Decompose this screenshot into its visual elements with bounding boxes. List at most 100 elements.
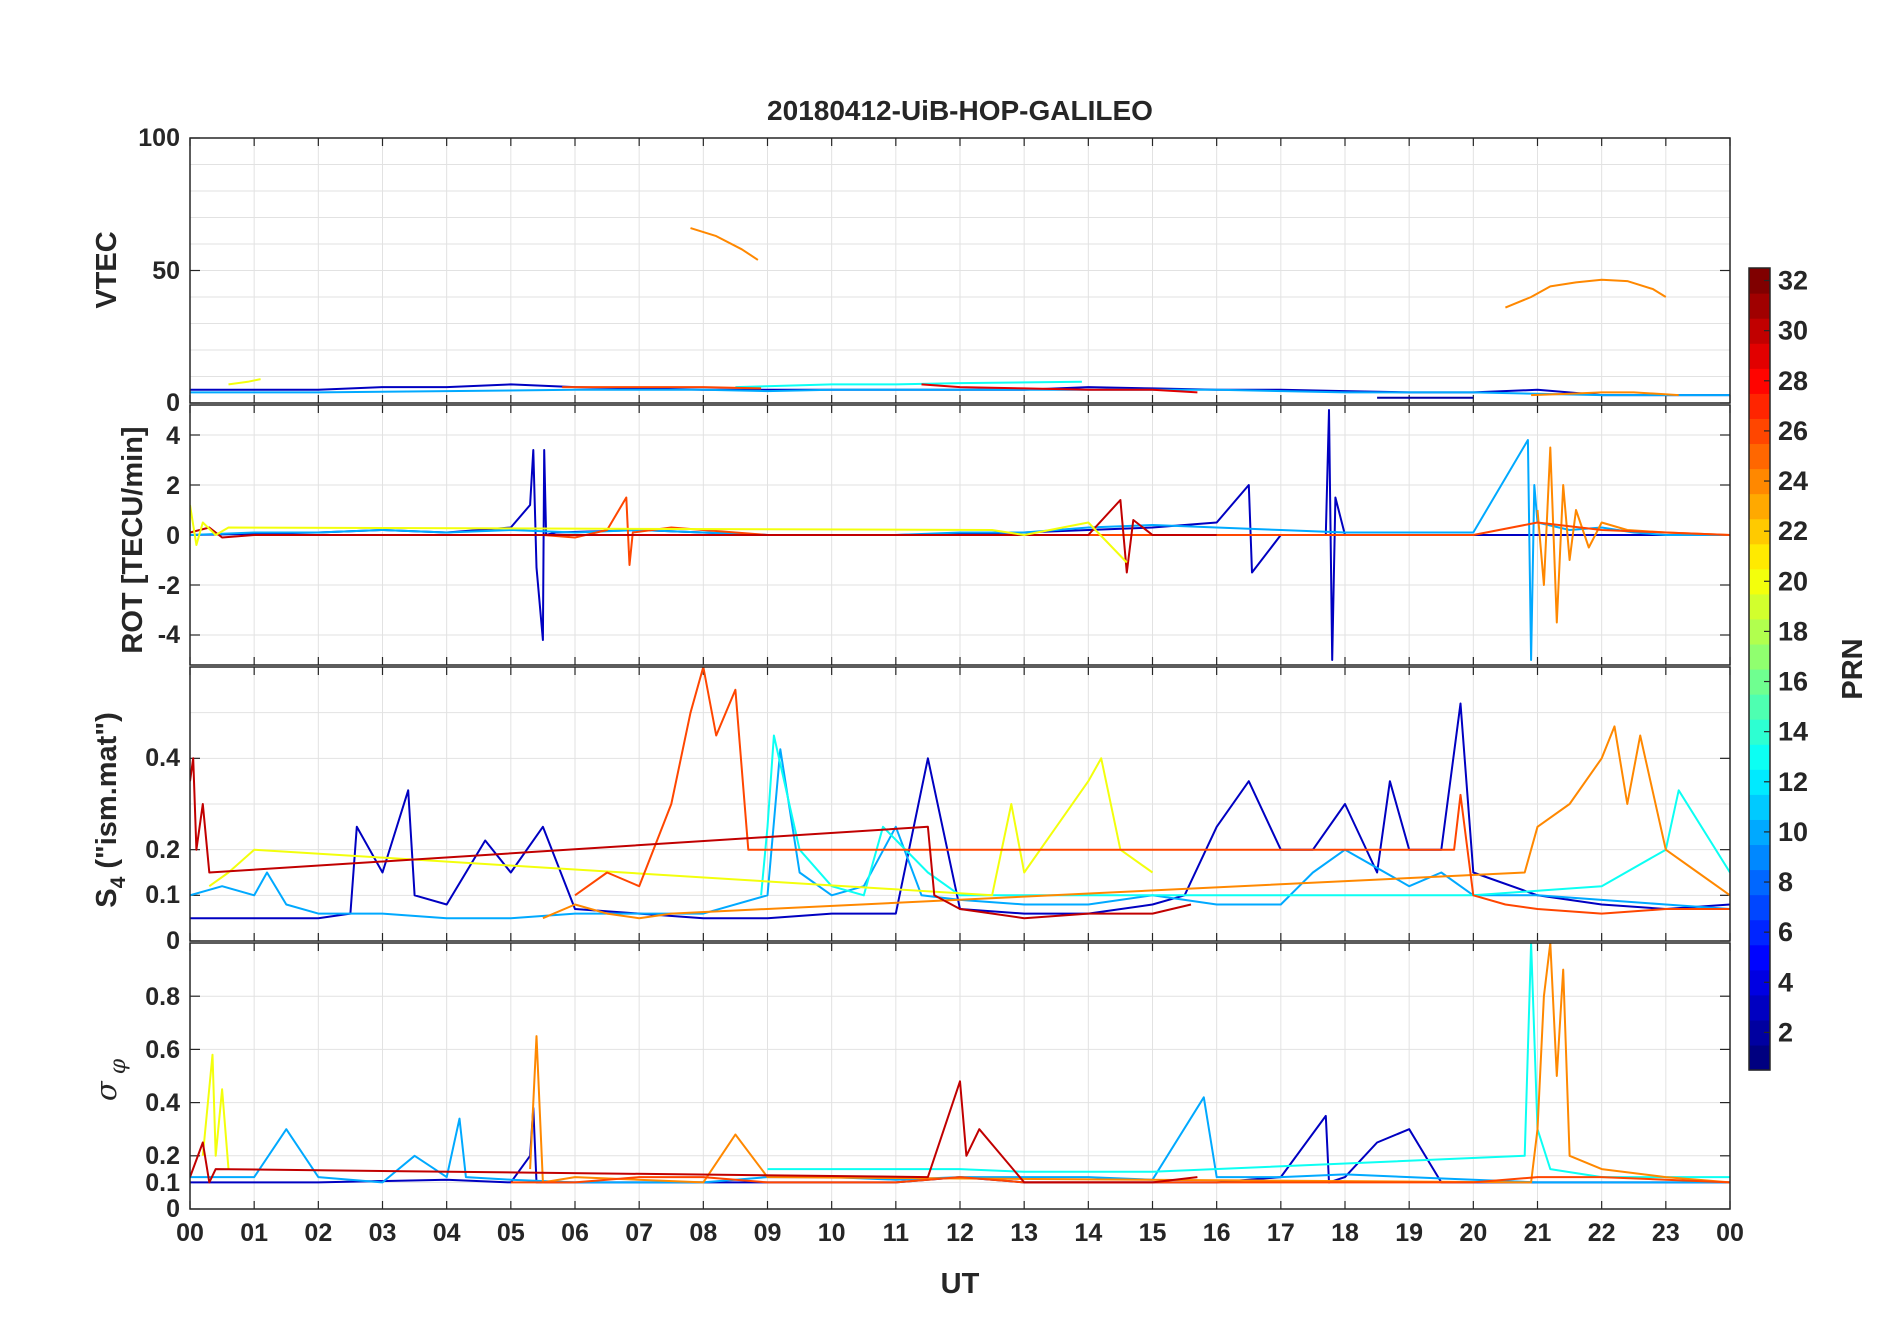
- colorbar-segment: [1749, 443, 1770, 470]
- vtec-series-prn-24-0: [690, 227, 759, 261]
- x-tick-label: 23: [1652, 1219, 1680, 1247]
- sigma-series-prn-30-6: [190, 1080, 1198, 1184]
- vtec-ytick-0: 0: [166, 389, 180, 417]
- x-tick-label: 06: [561, 1219, 589, 1247]
- panel-vtec-series: [190, 227, 1730, 399]
- colorbar-tick-label: 2: [1778, 1017, 1793, 1047]
- vtec-series-prn-13-4: [735, 380, 1082, 389]
- x-tick-label: 17: [1267, 1219, 1295, 1247]
- s4-series-prn-26-5: [574, 667, 1730, 915]
- x-tick-label: 13: [1010, 1219, 1038, 1247]
- sigma-series-prn-24-4: [529, 943, 1730, 1184]
- rot-ytick-0: 0: [166, 522, 180, 550]
- x-tick-label: 00: [1716, 1219, 1744, 1247]
- colorbar-segment: [1749, 944, 1770, 971]
- colorbar-tick-label: 12: [1778, 767, 1808, 797]
- colorbar-tick-label: 4: [1778, 967, 1793, 997]
- colorbar-segment: [1749, 969, 1770, 996]
- x-tick-label: 00: [176, 1219, 204, 1247]
- colorbar-segment: [1749, 794, 1770, 820]
- colorbar-segment: [1749, 1019, 1770, 1046]
- s4-ytick-02: 0.2: [145, 836, 180, 864]
- colorbar-segment: [1749, 719, 1770, 745]
- colorbar-segment: [1749, 368, 1770, 394]
- colorbar-segment: [1749, 643, 1770, 670]
- colorbar-segment: [1749, 468, 1770, 495]
- colorbar-segment: [1749, 593, 1770, 620]
- vtec-series-prn-24-7: [1531, 391, 1679, 397]
- panel-vtec: 0 50 100 VTEC: [91, 124, 1731, 417]
- colorbar-segment: [1749, 869, 1770, 896]
- colorbar-segment: [1749, 343, 1770, 369]
- colorbar-tick-label: 8: [1778, 867, 1793, 897]
- colorbar-segment: [1749, 1044, 1770, 1071]
- s4-ytick-0: 0: [166, 927, 180, 955]
- colorbar-segment: [1749, 744, 1770, 770]
- colorbar-tick-label: 20: [1778, 566, 1808, 596]
- x-tick-label: 09: [754, 1219, 782, 1247]
- colorbar-tick-label: 26: [1778, 416, 1808, 446]
- colorbar-segment: [1749, 268, 1770, 294]
- rot-ytick-m2: -2: [158, 572, 180, 600]
- x-tick-label: 21: [1524, 1219, 1552, 1247]
- x-tick-labels: 00 01 02 03 04 05 06 07 08 09 10 11 12 13 14 15 16 17 18 19…: [176, 1219, 1744, 1247]
- colorbar-tick-label: 24: [1778, 466, 1808, 496]
- colorbar-segment: [1749, 293, 1770, 319]
- panel-sigma: 0 0.1 0.2 0.4 0.6 0.8 σ φ: [89, 942, 1731, 1223]
- colorbar-segment: [1749, 318, 1770, 344]
- s4-ytick-01: 0.1: [145, 881, 180, 909]
- x-tick-label: 03: [369, 1219, 397, 1247]
- x-tick-label: 18: [1331, 1219, 1359, 1247]
- colorbar-segment: [1749, 994, 1770, 1021]
- sigma-series-prn-13-2: [767, 943, 1730, 1179]
- x-tick-label: 05: [497, 1219, 525, 1247]
- colorbar-tick-label: 30: [1778, 316, 1808, 346]
- sigma-ytick-02: 0.2: [145, 1142, 180, 1170]
- colorbar-label: PRN: [1837, 638, 1869, 699]
- x-tick-label: 02: [304, 1219, 332, 1247]
- x-tick-label: 07: [625, 1219, 653, 1247]
- colorbar-segment: [1749, 568, 1770, 595]
- s4-series-prn-20-3: [208, 757, 1154, 897]
- x-tick-label: 16: [1203, 1219, 1231, 1247]
- s4-ylabel: S4 ("ism.mat"): [91, 712, 130, 908]
- colorbar-tick-label: 16: [1778, 667, 1808, 697]
- x-tick-label: 19: [1395, 1219, 1423, 1247]
- colorbar-segment: [1749, 393, 1770, 419]
- colorbar-tick-label: 10: [1778, 817, 1808, 847]
- x-tick-label: 12: [946, 1219, 974, 1247]
- s4-series-prn-10-1: [190, 748, 1730, 920]
- vtec-ytick-50: 50: [152, 257, 180, 285]
- colorbar-segment: [1749, 518, 1770, 545]
- sigma-ytick-06: 0.6: [145, 1036, 180, 1064]
- sigma-ytick-0: 0: [166, 1195, 180, 1223]
- x-tick-label: 01: [240, 1219, 268, 1247]
- colorbar-tick-label: 14: [1778, 717, 1808, 747]
- panel-rot-series: [190, 409, 1730, 661]
- colorbar-segment: [1749, 919, 1770, 946]
- x-tick-label: 22: [1588, 1219, 1616, 1247]
- x-tick-label: 15: [1139, 1219, 1167, 1247]
- x-tick-label: 11: [883, 1219, 910, 1247]
- rot-series-prn-20-5: [190, 504, 1128, 564]
- vtec-ylabel: VTEC: [91, 231, 123, 308]
- panel-s4: 0 0.1 0.2 0.4 S4 ("ism.mat"): [91, 666, 1731, 955]
- s4-series-prn-24-4: [542, 725, 1730, 920]
- colorbar-tick-label: 22: [1778, 516, 1808, 546]
- x-tick-label: 04: [433, 1219, 461, 1247]
- colorbar-segment: [1749, 669, 1770, 695]
- colorbar-segment: [1749, 694, 1770, 720]
- colorbar-tick-label: 6: [1778, 917, 1793, 947]
- colorbar-segment: [1749, 894, 1770, 921]
- panel-rot: -4 -2 0 2 4 ROT [TECU/min]: [117, 404, 1731, 666]
- colorbar-segment: [1749, 418, 1770, 445]
- vtec-series-prn-26-8: [562, 386, 762, 390]
- colorbar-tick-label: 32: [1778, 266, 1808, 296]
- vtec-series-prn-29-6: [921, 383, 1198, 394]
- rot-ytick-4: 4: [166, 422, 180, 450]
- colorbar-segments: [1749, 268, 1770, 1071]
- x-axis-label: UT: [941, 1268, 980, 1300]
- rot-ytick-2: 2: [166, 472, 180, 500]
- sigma-series-prn-20-3: [201, 1053, 230, 1170]
